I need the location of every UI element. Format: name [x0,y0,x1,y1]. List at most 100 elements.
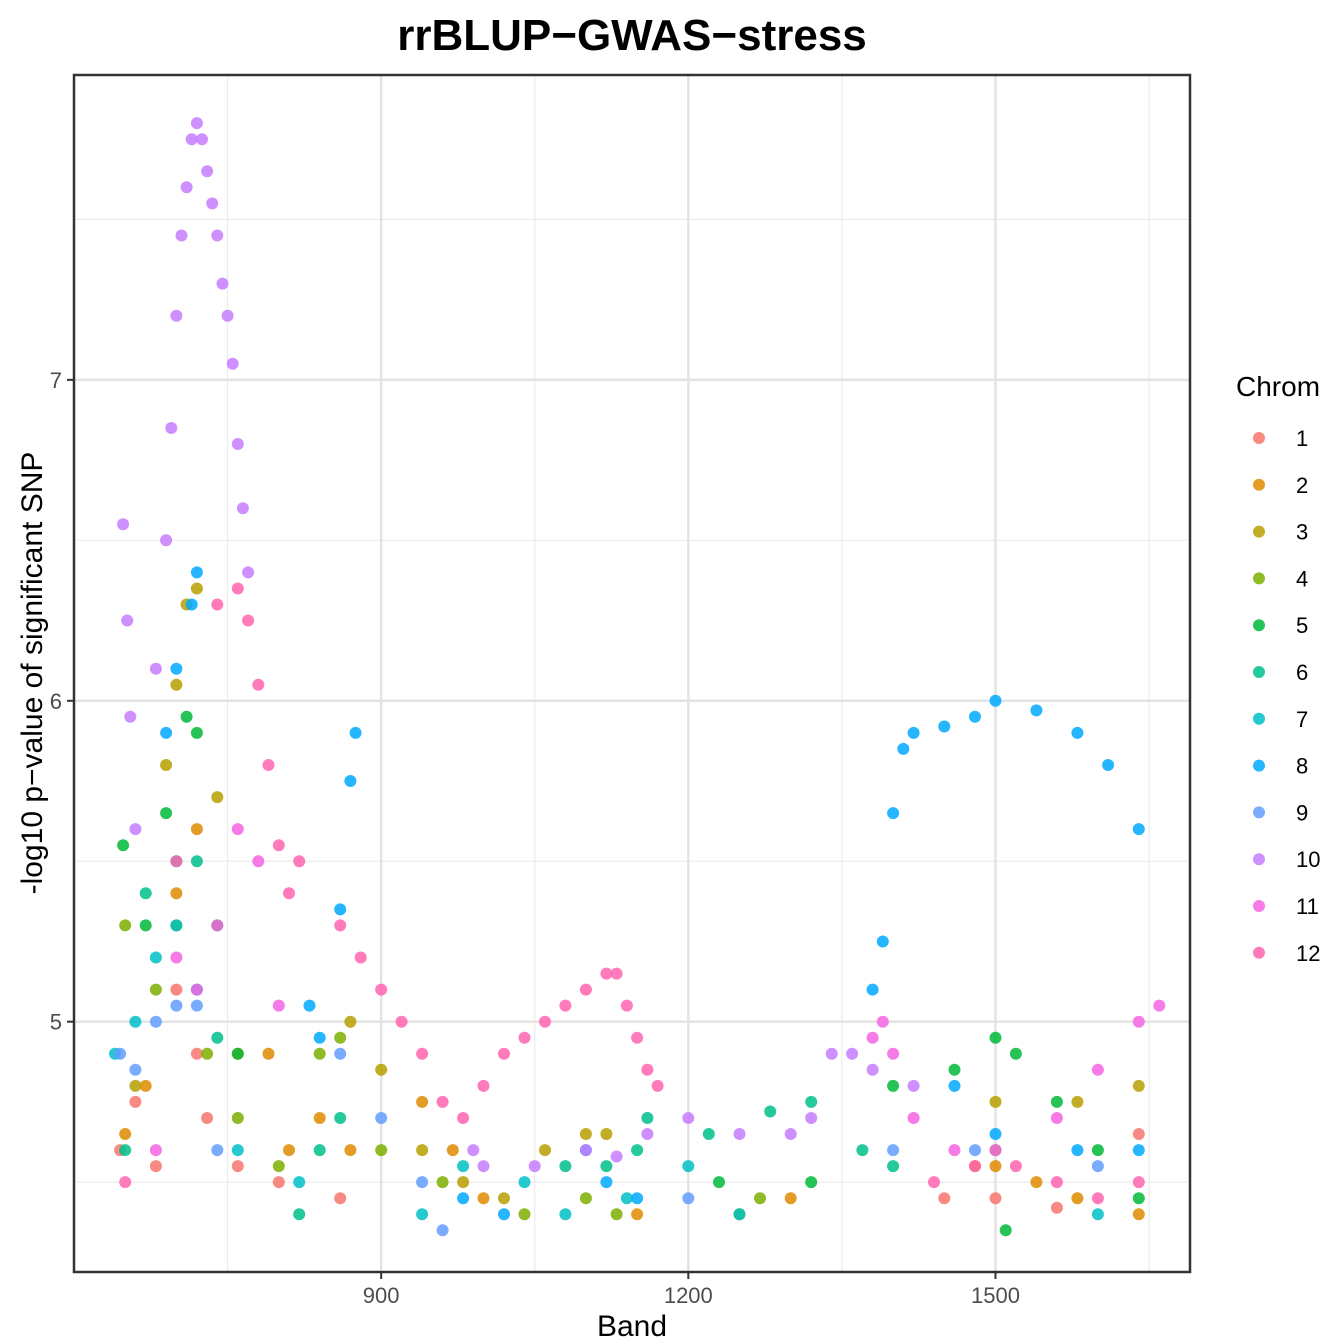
data-point [754,1192,766,1205]
data-point [887,1160,900,1173]
data-point [610,1150,623,1163]
data-point [559,1208,572,1221]
legend-label: 12 [1296,941,1320,966]
data-point [129,823,142,836]
data-point [129,1015,142,1028]
data-point [907,726,920,739]
data-point [211,598,224,611]
data-point [160,534,173,547]
data-point [375,983,388,996]
data-point [1091,1208,1104,1221]
data-point [216,277,229,290]
data-point [948,1063,961,1076]
data-point [185,133,198,146]
data-point [416,1047,429,1060]
legend-label: 4 [1296,566,1308,591]
data-point [190,823,203,836]
y-tick-label: 7 [50,368,62,393]
data-point [579,1192,592,1205]
data-point [784,1192,797,1205]
data-point [129,1095,142,1108]
legend-label: 2 [1296,473,1308,498]
legend-key [1253,712,1265,725]
data-point [170,951,183,964]
data-point [948,1144,961,1157]
data-point [600,1160,613,1173]
data-point [518,1208,531,1221]
data-point [119,1128,132,1140]
data-point [349,726,362,739]
data-point [416,1144,429,1157]
data-point [114,1047,127,1060]
x-tick-label: 1500 [971,1283,1020,1308]
data-point [1132,1128,1145,1140]
x-tick-label: 1200 [664,1283,713,1308]
data-point [477,1160,490,1173]
data-point [866,1031,879,1044]
panel-border [72,73,1192,1274]
data-point [1132,1176,1145,1189]
data-point [226,357,239,370]
legend-label: 3 [1296,520,1308,545]
data-point [149,1160,162,1173]
data-point [733,1208,746,1221]
data-point [180,181,193,194]
data-point [969,1160,981,1173]
data-point [989,1031,1002,1044]
data-point [242,614,255,627]
data-points [109,117,1166,1237]
data-point [185,598,198,611]
data-point [231,582,244,595]
data-point [579,983,592,996]
data-point [190,983,203,996]
data-point [119,919,132,932]
data-point [825,1047,838,1060]
data-point [1009,1047,1022,1060]
chart-title: rrBLUP−GWAS−stress [397,11,867,60]
data-point [313,1112,326,1124]
data-point [631,1208,644,1221]
data-point [887,1144,900,1157]
data-point [600,967,613,980]
data-point [139,919,152,932]
data-point [457,1112,470,1124]
y-axis-label: -log10 p−value of significant SNP [16,452,49,895]
data-point [938,720,951,733]
data-point [887,1079,900,1092]
data-point [866,1063,879,1076]
data-point [620,1192,633,1205]
data-point [907,1112,920,1124]
data-point [457,1192,470,1205]
data-point [1091,1144,1104,1157]
data-point [262,1047,275,1060]
data-point [272,999,285,1012]
data-point [969,710,981,723]
data-point [682,1160,695,1173]
data-point [262,759,275,771]
data-point [201,1112,214,1124]
data-point [989,1095,1002,1108]
data-point [334,919,347,932]
legend-label: 1 [1296,426,1308,451]
data-point [293,1208,306,1221]
data-point [231,823,244,836]
data-point [1071,1095,1084,1108]
data-point [928,1176,940,1189]
data-point [1050,1095,1063,1108]
data-point [149,1144,162,1157]
data-point [498,1208,510,1221]
data-point [457,1176,470,1189]
legend-label: 9 [1296,800,1308,825]
data-point [1102,759,1115,771]
data-point [969,1144,981,1157]
legend-key [1253,853,1265,866]
data-point [211,229,224,242]
legend-label: 10 [1296,847,1320,872]
data-point [1132,1015,1145,1028]
data-point [641,1128,654,1140]
data-point [733,1128,746,1140]
data-point [344,775,357,787]
data-point [129,1063,142,1076]
data-point [1132,823,1145,836]
data-point [160,807,173,820]
